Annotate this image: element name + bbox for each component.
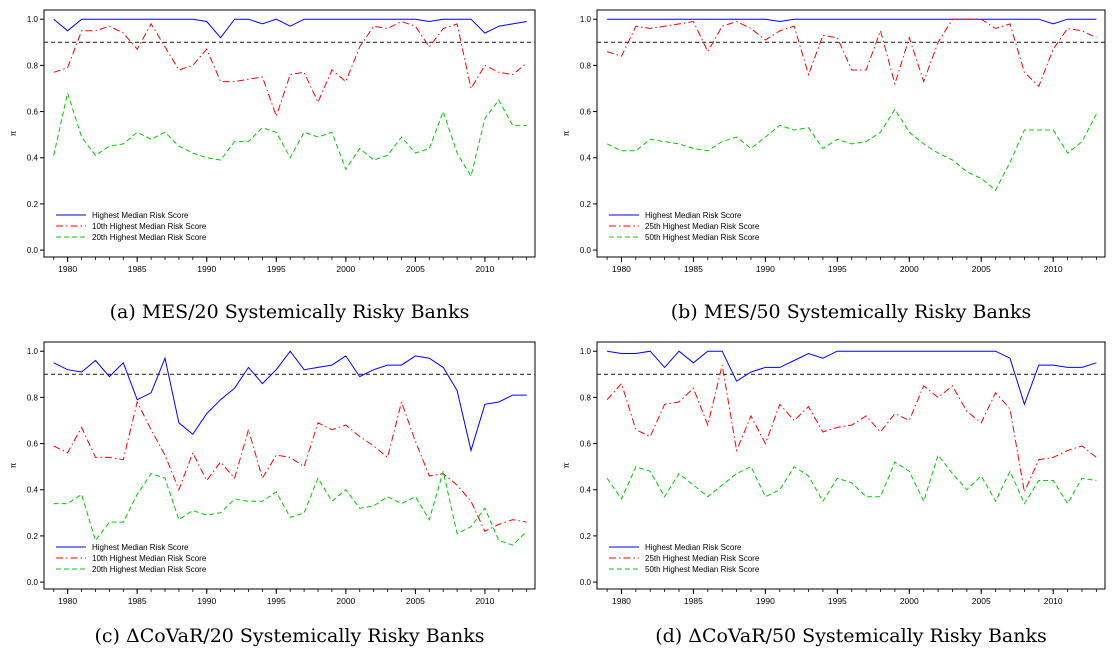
- x-tick-label: 1990: [756, 596, 775, 606]
- x-tick-label: 2005: [972, 264, 991, 274]
- y-axis-label: π: [9, 462, 18, 468]
- x-tick-label: 2005: [972, 596, 991, 606]
- y-tick-label: 1.0: [27, 15, 39, 24]
- x-tick-label: 1995: [828, 596, 847, 606]
- legend-label: 25th Highest Median Risk Score: [645, 222, 760, 231]
- x-tick-label: 1980: [58, 264, 77, 274]
- series-line-2: [607, 365, 1096, 492]
- x-tick-label: 1980: [58, 596, 77, 606]
- y-tick-label: 0.2: [580, 200, 592, 209]
- y-tick-label: 0.8: [27, 61, 39, 70]
- y-tick-label: 0.2: [27, 532, 39, 541]
- x-tick-label: 1980: [612, 264, 631, 274]
- y-tick-label: 0.8: [580, 61, 592, 70]
- legend: Highest Median Risk Score 25th Highest Me…: [609, 543, 760, 574]
- y-tick-label: 0.4: [27, 486, 39, 495]
- x-tick-label: 1990: [197, 596, 216, 606]
- y-tick-label: 0.4: [580, 486, 592, 495]
- y-tick-label: 0.4: [580, 154, 592, 163]
- series-line-3: [607, 109, 1096, 190]
- x-tick-label: 1995: [267, 264, 286, 274]
- legend: Highest Median Risk Score 25th Highest Me…: [609, 211, 760, 242]
- y-axis-label: π: [562, 130, 571, 136]
- series-line-1: [54, 351, 527, 450]
- legend-label: 20th Highest Median Risk Score: [92, 565, 207, 574]
- x-tick-label: 1980: [612, 596, 631, 606]
- x-tick-label: 2000: [336, 264, 355, 274]
- panel-caption: (c) ΔCoVaR/20 Systemically Risky Banks: [94, 625, 484, 647]
- y-tick-label: 1.0: [27, 347, 39, 356]
- y-tick-label: 0.0: [580, 246, 592, 255]
- y-tick-label: 0.2: [580, 532, 592, 541]
- legend-label: Highest Median Risk Score: [645, 543, 742, 552]
- legend-label: 25th Highest Median Risk Score: [645, 554, 760, 563]
- chart-panel-b: 0.0 0.2 0.4 0.6 0.8 1.0 1980 1985 1990 1995 2000 20…: [562, 10, 1105, 323]
- panel-caption: (d) ΔCoVaR/50 Systemically Risky Banks: [655, 625, 1047, 647]
- x-tick-label: 1990: [756, 264, 775, 274]
- y-tick-label: 0.6: [27, 440, 39, 449]
- y-tick-label: 0.4: [27, 154, 39, 163]
- series-line-3: [607, 455, 1096, 504]
- x-tick-label: 2005: [406, 596, 425, 606]
- y-tick-label: 0.6: [580, 440, 592, 449]
- x-tick-label: 2010: [475, 596, 494, 606]
- y-tick-label: 0.8: [27, 393, 39, 402]
- y-tick-label: 1.0: [580, 15, 592, 24]
- legend: Highest Median Risk Score 10th Highest Me…: [56, 211, 207, 242]
- legend-label: 50th Highest Median Risk Score: [645, 565, 760, 574]
- chart-panel-d: 0.0 0.2 0.4 0.6 0.8 1.0 1980 1985 1990 1995 2000 20…: [562, 342, 1105, 647]
- y-axis-label: π: [9, 130, 18, 136]
- series-line-3: [54, 471, 527, 545]
- series-line-1: [607, 351, 1096, 404]
- panel-caption: (a) MES/20 Systemically Risky Banks: [110, 301, 470, 323]
- x-tick-label: 1985: [128, 596, 147, 606]
- x-tick-label: 1985: [684, 596, 703, 606]
- x-tick-label: 2000: [900, 264, 919, 274]
- series-line-2: [54, 22, 527, 117]
- x-tick-label: 2005: [406, 264, 425, 274]
- legend-label: 50th Highest Median Risk Score: [645, 233, 760, 242]
- y-tick-label: 0.6: [580, 108, 592, 117]
- x-tick-label: 2000: [336, 596, 355, 606]
- y-tick-label: 0.0: [27, 246, 39, 255]
- legend-label: Highest Median Risk Score: [92, 211, 189, 220]
- legend-label: 10th Highest Median Risk Score: [92, 554, 207, 563]
- legend-label: 20th Highest Median Risk Score: [92, 233, 207, 242]
- y-tick-label: 0.0: [27, 578, 39, 587]
- legend-label: Highest Median Risk Score: [92, 543, 189, 552]
- x-tick-label: 2000: [900, 596, 919, 606]
- legend-label: 10th Highest Median Risk Score: [92, 222, 207, 231]
- chart-panel-c: 0.0 0.2 0.4 0.6 0.8 1.0 1980 1985 1990 1995 2000 20…: [9, 342, 535, 647]
- series-line-2: [607, 19, 1096, 86]
- series-line-1: [54, 19, 527, 38]
- x-tick-label: 2010: [1044, 264, 1063, 274]
- x-tick-label: 1995: [267, 596, 286, 606]
- y-tick-label: 1.0: [580, 347, 592, 356]
- y-tick-label: 0.0: [580, 578, 592, 587]
- x-tick-label: 1995: [828, 264, 847, 274]
- y-tick-label: 0.2: [27, 200, 39, 209]
- x-tick-label: 1985: [684, 264, 703, 274]
- legend-label: Highest Median Risk Score: [645, 211, 742, 220]
- x-tick-label: 1985: [128, 264, 147, 274]
- y-tick-label: 0.8: [580, 393, 592, 402]
- y-tick-label: 0.6: [27, 108, 39, 117]
- x-tick-label: 1990: [197, 264, 216, 274]
- x-tick-label: 2010: [1044, 596, 1063, 606]
- x-tick-label: 2010: [475, 264, 494, 274]
- series-line-3: [54, 93, 527, 176]
- series-line-2: [54, 402, 527, 531]
- chart-panel-a: 0.0 0.2 0.4 0.6 0.8 1.0 1980 1985 1990 1995 2000 20…: [9, 10, 535, 323]
- legend: Highest Median Risk Score 10th Highest Me…: [56, 543, 207, 574]
- panel-caption: (b) MES/50 Systemically Risky Banks: [671, 301, 1032, 323]
- y-axis-label: π: [562, 462, 571, 468]
